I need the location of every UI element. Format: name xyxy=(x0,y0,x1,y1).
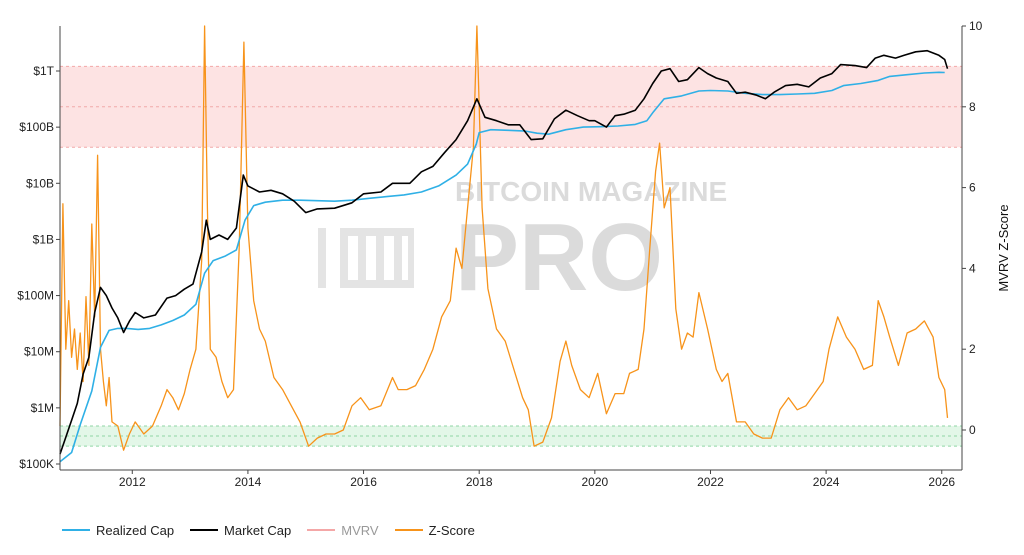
right-tick-label: 10 xyxy=(969,19,983,33)
right-axis-title: MVRV Z-Score xyxy=(996,204,1011,291)
legend-swatch xyxy=(62,529,90,531)
x-tick-label: 2024 xyxy=(813,475,840,489)
axes-layer xyxy=(56,25,966,474)
legend-item-mvrv[interactable]: MVRV xyxy=(307,522,379,538)
legend-item-z-score[interactable]: Z-Score xyxy=(394,522,475,538)
mvrv-chart[interactable]: BITCOIN MAGAZINE PRO $100K$1M$10M$100M$1… xyxy=(0,0,1024,515)
series-line-realized-cap xyxy=(59,71,945,463)
x-tick-label: 2016 xyxy=(350,475,377,489)
legend-item-market-cap[interactable]: Market Cap xyxy=(190,523,291,538)
legend-item-realized-cap[interactable]: Realized Cap xyxy=(62,523,174,538)
x-tick-label: 2014 xyxy=(235,475,262,489)
left-tick-label: $1T xyxy=(33,64,54,78)
legend-swatch xyxy=(307,529,336,531)
right-tick-label: 4 xyxy=(969,261,976,275)
series-layer xyxy=(59,25,949,463)
series-line-z-score xyxy=(59,25,949,451)
left-tick-label: $100K xyxy=(19,457,54,471)
watermark-bars-icon xyxy=(318,228,414,288)
x-tick-label: 2026 xyxy=(928,475,955,489)
left-tick-label: $10B xyxy=(26,176,54,190)
left-tick-label: $100B xyxy=(19,120,54,134)
labels-layer: $100K $1M $10M $100M $1B $10B $100B $1T 0 2 4 6 8 10 2… xyxy=(17,19,1011,489)
band-layer xyxy=(60,65,962,447)
legend-label: MVRV xyxy=(341,522,379,538)
x-tick-label: 2012 xyxy=(119,475,146,489)
left-tick-label: $1M xyxy=(31,401,54,415)
legend-label: Z-Score xyxy=(428,522,475,538)
legend-label: Realized Cap xyxy=(96,522,175,538)
watermark-logo: BITCOIN MAGAZINE PRO xyxy=(318,176,727,311)
series-line-market-cap xyxy=(59,49,949,455)
left-tick-label: $10M xyxy=(24,345,54,359)
watermark-line2: PRO xyxy=(455,204,663,311)
x-tick-label: 2020 xyxy=(581,475,608,489)
legend: Realized Cap Market Cap MVRV Z-Score xyxy=(62,520,491,540)
left-tick-label: $100M xyxy=(17,289,54,303)
legend-swatch xyxy=(394,529,423,531)
x-tick-label: 2022 xyxy=(697,475,724,489)
right-tick-label: 0 xyxy=(969,423,976,437)
right-tick-label: 6 xyxy=(969,181,976,195)
right-tick-label: 2 xyxy=(969,342,976,356)
legend-swatch xyxy=(190,529,219,531)
legend-label: Market Cap xyxy=(224,522,292,538)
watermark-line1: BITCOIN MAGAZINE xyxy=(455,176,727,207)
left-tick-label: $1B xyxy=(33,232,54,246)
x-tick-label: 2018 xyxy=(466,475,493,489)
right-tick-label: 8 xyxy=(969,100,976,114)
